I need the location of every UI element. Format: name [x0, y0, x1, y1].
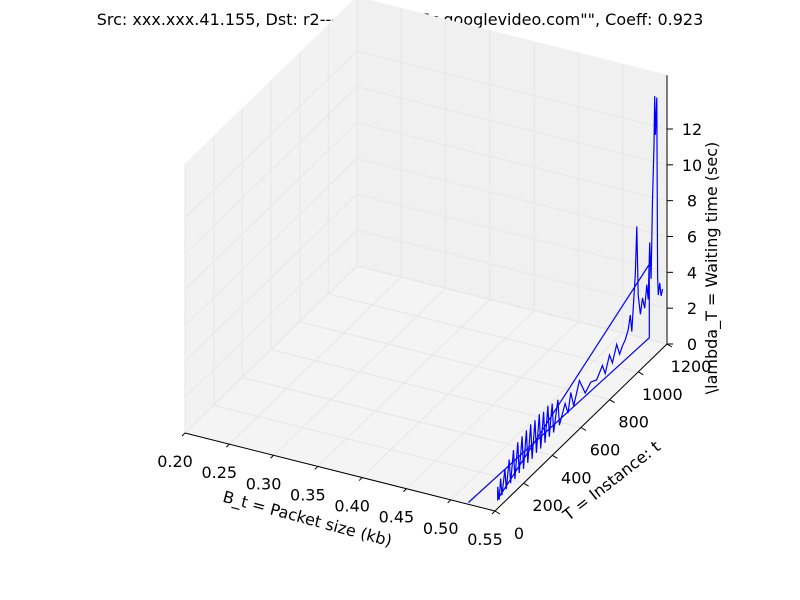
x-tick-label: 0.45 — [379, 508, 415, 527]
z-tick-label: 10 — [682, 156, 702, 175]
x-axis-line — [184, 432, 496, 512]
x-tick-label: 0.55 — [467, 530, 503, 549]
y-tick-label: 1200 — [671, 357, 712, 376]
y-tick — [494, 510, 501, 515]
z-gridline — [184, 265, 668, 434]
y-tick-label: 1000 — [642, 385, 683, 404]
x-tick — [491, 510, 496, 515]
z-tick-label: 4 — [687, 263, 697, 282]
z-tick-label: 2 — [687, 299, 697, 318]
z-gridline — [184, 86, 668, 255]
y-tick-label: 200 — [532, 496, 563, 515]
data-series — [467, 96, 664, 503]
z-axis-title: \lambda_T = Waiting time (sec) — [702, 142, 722, 395]
x-tick-label: 0.20 — [157, 452, 193, 471]
y-tick — [580, 427, 587, 431]
x-tick — [358, 477, 363, 481]
x-tick-label: 0.25 — [201, 463, 237, 482]
gridlines — [184, 0, 668, 512]
x-tick — [314, 466, 319, 470]
z-gridline — [184, 122, 668, 291]
y-tick-label: 400 — [561, 468, 592, 487]
y-tick — [638, 371, 644, 376]
z-gridline — [184, 229, 668, 398]
z-gridline — [184, 50, 668, 219]
y-tick — [552, 454, 558, 459]
x-tick — [403, 488, 407, 493]
y-tick-label: 0 — [514, 524, 524, 543]
y-tick — [609, 399, 615, 404]
y-tick-label: 600 — [590, 441, 621, 460]
x-tick — [181, 432, 186, 437]
x-tick-label: 0.35 — [290, 485, 326, 504]
z-tick-label: 8 — [687, 192, 697, 211]
x-tick — [447, 499, 452, 504]
x-tick — [225, 443, 230, 448]
x-tick-label: 0.50 — [423, 519, 459, 538]
x-tick-label: 0.40 — [334, 497, 370, 516]
ticks: 0.20 0.25 0.30 0.35 0.40 0.45 0.50 0.55 0 200 400 6… — [157, 120, 711, 549]
z-tick-label: 0 — [687, 335, 697, 354]
x-tick-label: 0.30 — [246, 474, 282, 493]
z-tick-label: 6 — [687, 228, 697, 247]
z-gridline — [184, 193, 668, 362]
z-gridline — [184, 157, 668, 326]
y-tick — [523, 482, 529, 487]
z-tick-label: 12 — [682, 120, 702, 139]
series-line — [467, 96, 664, 503]
x-tick — [270, 454, 274, 459]
y-tick-label: 800 — [618, 413, 649, 432]
